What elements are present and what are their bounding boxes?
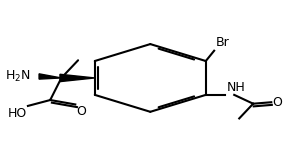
Polygon shape (60, 74, 95, 82)
Text: NH: NH (227, 81, 245, 94)
Text: $\mathsf{H_2N}$: $\mathsf{H_2N}$ (5, 69, 31, 84)
Polygon shape (39, 74, 61, 79)
Text: HO: HO (7, 107, 26, 120)
Text: O: O (273, 96, 283, 109)
Text: Br: Br (216, 36, 229, 49)
Text: O: O (77, 105, 86, 118)
